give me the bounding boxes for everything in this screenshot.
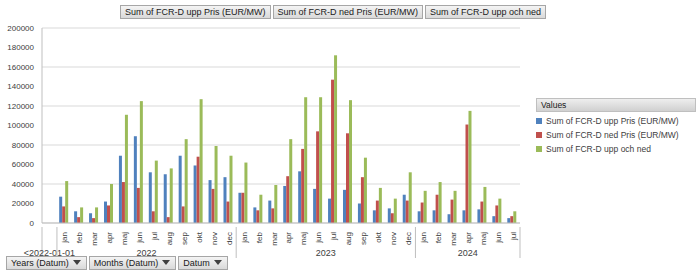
html-text:Sum of FCR-D upp och ned: Sum of FCR-D upp och ned bbox=[546, 144, 651, 154]
svg-text:180000: 180000 bbox=[8, 43, 35, 52]
svg-text:20000: 20000 bbox=[12, 199, 35, 208]
svg-text:jul: jul bbox=[329, 232, 338, 241]
svg-text:jan: jan bbox=[240, 232, 249, 244]
svg-text:2023: 2023 bbox=[316, 248, 336, 258]
svg-text:jul: jul bbox=[150, 232, 159, 241]
html-text:Datum: Datum bbox=[183, 258, 210, 268]
svg-text:feb: feb bbox=[434, 231, 443, 243]
svg-text:100000: 100000 bbox=[8, 121, 35, 130]
html-text:Sum of FCR-D ned Pris (EUR/MW): Sum of FCR-D ned Pris (EUR/MW) bbox=[546, 130, 679, 140]
svg-text:apr: apr bbox=[105, 232, 114, 244]
svg-text:aug: aug bbox=[344, 232, 353, 245]
svg-text:nov: nov bbox=[210, 232, 219, 245]
html-text:Sum of FCR-D upp Pris (EUR/MW): Sum of FCR-D upp Pris (EUR/MW) bbox=[546, 116, 679, 126]
svg-text:okt: okt bbox=[374, 231, 383, 242]
html-text:Sum of FCR-D upp och ned: Sum of FCR-D upp och ned bbox=[430, 7, 542, 17]
svg-text:dec: dec bbox=[225, 232, 234, 245]
svg-text:200000: 200000 bbox=[8, 24, 35, 33]
svg-text:apr: apr bbox=[284, 232, 293, 244]
svg-text:140000: 140000 bbox=[8, 82, 35, 91]
svg-text:<2022-01-01: <2022-01-01 bbox=[23, 248, 76, 258]
svg-text:60000: 60000 bbox=[12, 160, 35, 169]
svg-text:0: 0 bbox=[30, 219, 35, 228]
svg-text:maj: maj bbox=[299, 232, 308, 245]
html-text:Months (Datum): Months (Datum) bbox=[93, 258, 159, 268]
svg-text:120000: 120000 bbox=[8, 102, 35, 111]
html-text:Years (Datum): Years (Datum) bbox=[11, 258, 69, 268]
svg-text:sep: sep bbox=[359, 231, 368, 244]
svg-text:apr: apr bbox=[464, 232, 473, 244]
svg-text:dec: dec bbox=[404, 232, 413, 245]
svg-text:jul: jul bbox=[509, 232, 518, 241]
svg-text:okt: okt bbox=[195, 231, 204, 242]
svg-text:mar: mar bbox=[270, 232, 279, 246]
svg-text:mar: mar bbox=[449, 232, 458, 246]
svg-text:2024: 2024 bbox=[458, 248, 478, 258]
svg-text:maj: maj bbox=[479, 232, 488, 245]
svg-text:sep: sep bbox=[180, 231, 189, 244]
svg-text:feb: feb bbox=[75, 231, 84, 243]
svg-text:feb: feb bbox=[255, 231, 264, 243]
html-text:Sum of FCR-D ned Pris (EUR/MW): Sum of FCR-D ned Pris (EUR/MW) bbox=[277, 7, 418, 17]
svg-text:nov: nov bbox=[389, 232, 398, 245]
svg-text:40000: 40000 bbox=[12, 180, 35, 189]
svg-text:maj: maj bbox=[120, 232, 129, 245]
svg-text:80000: 80000 bbox=[12, 141, 35, 150]
svg-text:160000: 160000 bbox=[8, 63, 35, 72]
svg-text:aug: aug bbox=[165, 232, 174, 245]
html-text:Sum of FCR-D upp Pris (EUR/MW): Sum of FCR-D upp Pris (EUR/MW) bbox=[125, 7, 266, 17]
svg-text:jun: jun bbox=[494, 232, 503, 244]
svg-text:jun: jun bbox=[135, 232, 144, 244]
svg-text:jan: jan bbox=[60, 232, 69, 244]
svg-text:jan: jan bbox=[419, 232, 428, 244]
html-text:Values: Values bbox=[541, 100, 567, 110]
svg-text:jun: jun bbox=[314, 232, 323, 244]
svg-text:2022: 2022 bbox=[136, 248, 157, 258]
svg-text:mar: mar bbox=[90, 232, 99, 246]
